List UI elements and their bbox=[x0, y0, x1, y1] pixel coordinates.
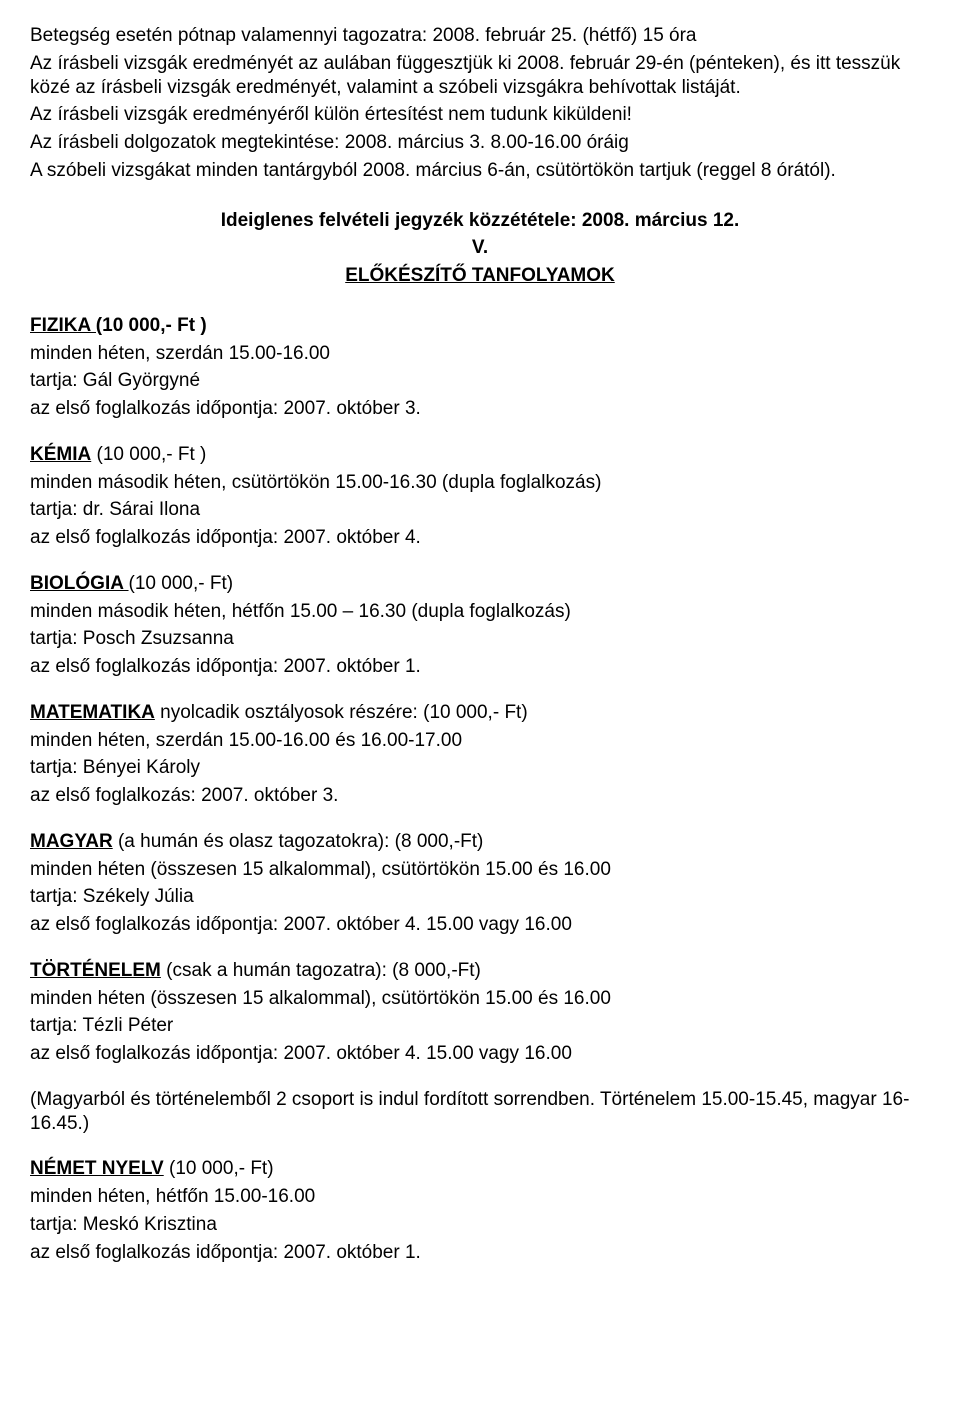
nemet-block: NÉMET NYELV (10 000,- Ft) minden héten, … bbox=[30, 1157, 930, 1264]
fizika-title: FIZIKA ( bbox=[30, 315, 102, 336]
intro-line-5: A szóbeli vizsgákat minden tantárgyból 2… bbox=[30, 159, 930, 183]
tortenelem-line-2: minden héten (összesen 15 alkalommal), c… bbox=[30, 987, 930, 1011]
section-header: Ideiglenes felvételi jegyzék közzététele… bbox=[30, 209, 930, 288]
biologia-block: BIOLÓGIA (10 000,- Ft) minden második hé… bbox=[30, 572, 930, 679]
intro-line-2: Az írásbeli vizsgák eredményét az aulába… bbox=[30, 52, 930, 100]
nemet-line-4: az első foglalkozás időpontja: 2007. okt… bbox=[30, 1241, 930, 1265]
fizika-block: FIZIKA (10 000,- Ft ) minden héten, szer… bbox=[30, 314, 930, 421]
kemia-line-4: az első foglalkozás időpontja: 2007. okt… bbox=[30, 526, 930, 550]
nemet-title-line: NÉMET NYELV (10 000,- Ft) bbox=[30, 1157, 930, 1181]
note-block: (Magyarból és történelemből 2 csoport is… bbox=[30, 1088, 930, 1136]
magyar-block: MAGYAR (a humán és olasz tagozatokra): (… bbox=[30, 830, 930, 937]
kemia-title-line: KÉMIA (10 000,- Ft ) bbox=[30, 443, 930, 467]
kemia-title-rest: (10 000,- Ft ) bbox=[91, 444, 206, 465]
matematika-title: MATEMATIKA bbox=[30, 702, 155, 723]
fizika-title-rest: 10 000,- Ft ) bbox=[102, 315, 207, 336]
nemet-line-3: tartja: Meskó Krisztina bbox=[30, 1213, 930, 1237]
fizika-title-line: FIZIKA (10 000,- Ft ) bbox=[30, 314, 930, 338]
biologia-title-line: BIOLÓGIA (10 000,- Ft) bbox=[30, 572, 930, 596]
kemia-block: KÉMIA (10 000,- Ft ) minden második héte… bbox=[30, 443, 930, 550]
magyar-title-rest: (a humán és olasz tagozatokra): (8 000,-… bbox=[113, 831, 484, 852]
nemet-title-rest: (10 000,- Ft) bbox=[164, 1158, 274, 1179]
kemia-line-3: tartja: dr. Sárai Ilona bbox=[30, 498, 930, 522]
tortenelem-line-4: az első foglalkozás időpontja: 2007. okt… bbox=[30, 1042, 930, 1066]
note-line: (Magyarból és történelemből 2 csoport is… bbox=[30, 1088, 930, 1136]
intro-line-1: Betegség esetén pótnap valamennyi tagoza… bbox=[30, 24, 930, 48]
matematika-title-rest: nyolcadik osztályosok részére: (10 000,-… bbox=[155, 702, 528, 723]
nemet-title: NÉMET NYELV bbox=[30, 1158, 164, 1179]
matematika-block: MATEMATIKA nyolcadik osztályosok részére… bbox=[30, 701, 930, 808]
magyar-line-4: az első foglalkozás időpontja: 2007. okt… bbox=[30, 913, 930, 937]
kemia-title: KÉMIA bbox=[30, 444, 91, 465]
section-header-line-1: Ideiglenes felvételi jegyzék közzététele… bbox=[30, 209, 930, 233]
fizika-line-3: tartja: Gál Györgyné bbox=[30, 369, 930, 393]
fizika-line-4: az első foglalkozás időpontja: 2007. okt… bbox=[30, 397, 930, 421]
magyar-line-2: minden héten (összesen 15 alkalommal), c… bbox=[30, 858, 930, 882]
intro-line-3: Az írásbeli vizsgák eredményéről külön é… bbox=[30, 103, 930, 127]
matematika-line-2: minden héten, szerdán 15.00-16.00 és 16.… bbox=[30, 729, 930, 753]
biologia-line-3: tartja: Posch Zsuzsanna bbox=[30, 627, 930, 651]
biologia-line-2: minden második héten, hétfőn 15.00 – 16.… bbox=[30, 600, 930, 624]
biologia-title-rest: (10 000,- Ft) bbox=[129, 573, 234, 594]
tortenelem-title-rest: (csak a humán tagozatra): (8 000,-Ft) bbox=[161, 960, 481, 981]
tortenelem-title: TÖRTÉNELEM bbox=[30, 960, 161, 981]
biologia-title: BIOLÓGIA bbox=[30, 573, 129, 594]
tortenelem-title-line: TÖRTÉNELEM (csak a humán tagozatra): (8 … bbox=[30, 959, 930, 983]
fizika-line-2: minden héten, szerdán 15.00-16.00 bbox=[30, 342, 930, 366]
intro-block: Betegség esetén pótnap valamennyi tagoza… bbox=[30, 24, 930, 183]
intro-line-4: Az írásbeli dolgozatok megtekintése: 200… bbox=[30, 131, 930, 155]
magyar-title-line: MAGYAR (a humán és olasz tagozatokra): (… bbox=[30, 830, 930, 854]
matematika-line-3: tartja: Bényei Károly bbox=[30, 756, 930, 780]
matematika-line-4: az első foglalkozás: 2007. október 3. bbox=[30, 784, 930, 808]
tortenelem-line-3: tartja: Tézli Péter bbox=[30, 1014, 930, 1038]
section-header-line-2: V. bbox=[30, 236, 930, 260]
nemet-line-2: minden héten, hétfőn 15.00-16.00 bbox=[30, 1185, 930, 1209]
matematika-title-line: MATEMATIKA nyolcadik osztályosok részére… bbox=[30, 701, 930, 725]
biologia-line-4: az első foglalkozás időpontja: 2007. okt… bbox=[30, 655, 930, 679]
magyar-title: MAGYAR bbox=[30, 831, 113, 852]
tortenelem-block: TÖRTÉNELEM (csak a humán tagozatra): (8 … bbox=[30, 959, 930, 1066]
magyar-line-3: tartja: Székely Júlia bbox=[30, 885, 930, 909]
section-header-line-3: ELŐKÉSZÍTŐ TANFOLYAMOK bbox=[30, 264, 930, 288]
kemia-line-2: minden második héten, csütörtökön 15.00-… bbox=[30, 471, 930, 495]
